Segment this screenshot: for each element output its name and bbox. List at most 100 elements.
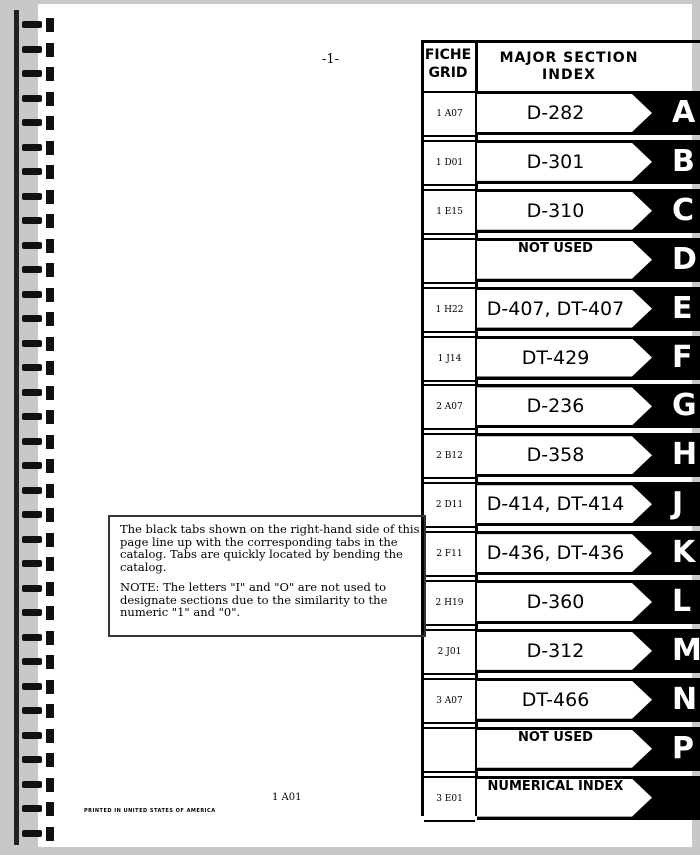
tab-letter: B: [672, 143, 695, 179]
binding-ring-icon: [22, 557, 60, 571]
section-tab[interactable]: D-310 C: [477, 188, 700, 233]
section-row: 2 H19 D-360 L: [421, 580, 700, 626]
section-tab[interactable]: D-407, DT-407 E: [477, 286, 700, 331]
section-label: DT-466: [477, 680, 652, 719]
fiche-grid-cell: [424, 726, 475, 773]
section-label: D-310: [477, 191, 652, 230]
page-number: -1-: [322, 52, 340, 67]
section-label: D-414, DT-414: [477, 485, 652, 524]
note-paragraph: The black tabs shown on the right-hand s…: [120, 522, 420, 574]
binding-ring-icon: [22, 18, 60, 32]
binding-ring-icon: [22, 165, 60, 179]
section-row: NOT USED P: [421, 726, 700, 773]
section-row: NOT USED D: [421, 237, 700, 284]
binding-ring-icon: [22, 189, 60, 204]
fiche-grid-cell: 2 D11: [424, 482, 475, 529]
fiche-grid-cell: 2 J01: [424, 628, 475, 675]
section-tab[interactable]: DT-429 F: [477, 335, 700, 380]
section-row: 2 J01 D-312 M: [421, 628, 700, 675]
binding-ring-icon: [22, 459, 60, 473]
section-row: 1 J14 DT-429 F: [421, 335, 700, 382]
section-tab[interactable]: D-312 M: [477, 628, 700, 673]
section-tab[interactable]: D-436, DT-436 K: [477, 531, 700, 576]
binding-ring-icon: [22, 508, 60, 522]
binding-ring-icon: [22, 826, 60, 841]
tab-letter: A: [672, 95, 696, 130]
tab-letter: P: [672, 730, 694, 766]
section-tab[interactable]: NOT USED P: [477, 726, 700, 771]
binding-ring-icon: [22, 67, 60, 81]
section-row: 1 H22 D-407, DT-407 E: [421, 286, 700, 333]
section-label: D-301: [477, 142, 652, 181]
section-row: 2 A07 D-236 G: [421, 384, 700, 431]
note-letters: NOTE: The letters "I" and "O" are not us…: [120, 580, 388, 619]
binding-ring-icon: [22, 410, 60, 424]
section-tab[interactable]: D-301 B: [477, 139, 700, 184]
fiche-grid-cell: [424, 237, 475, 284]
section-label: DT-429: [477, 338, 652, 377]
binding-ring-icon: [22, 287, 60, 302]
fiche-grid-cell: 1 J14: [424, 335, 475, 382]
section-row: 1 D01 D-301 B: [421, 139, 700, 186]
binding-ring-icon: [22, 532, 60, 547]
section-tab[interactable]: NUMERICAL INDEX: [477, 775, 700, 820]
fiche-grid-cell: 2 A07: [424, 384, 475, 431]
binding-ring-icon: [22, 385, 60, 400]
section-row: 3 E01 NUMERICAL INDEX: [421, 775, 700, 822]
section-tab[interactable]: NOT USED D: [477, 237, 700, 282]
binding-ring-icon: [22, 581, 60, 596]
section-label: D-236: [477, 387, 652, 426]
section-row: 1 E15 D-310 C: [421, 188, 700, 235]
fiche-grid-cell: 1 A07: [424, 91, 475, 137]
binding-ring-icon: [22, 336, 60, 351]
section-label: NOT USED: [477, 240, 652, 279]
binding-ring-icon: [22, 91, 60, 106]
tab-letter: M: [672, 632, 700, 668]
section-label: D-407, DT-407: [477, 289, 652, 328]
major-section-index-table: FICHE GRID MAJOR SECTION INDEX 1 A07 D-28…: [421, 40, 700, 822]
section-tab[interactable]: D-414, DT-414 J: [477, 482, 700, 527]
section-row: 3 A07 DT-466 N: [421, 677, 700, 724]
section-label: D-360: [477, 583, 652, 621]
fiche-grid-cell: 1 D01: [424, 139, 475, 186]
binding-ring-icon: [22, 116, 60, 130]
section-tab[interactable]: D-360 L: [477, 580, 700, 624]
printed-in-usa: PRINTED IN UNITED STATES OF AMERICA: [84, 808, 216, 814]
section-tab[interactable]: DT-466 N: [477, 677, 700, 722]
tab-letter: L: [672, 584, 692, 619]
section-tab[interactable]: D-358 H: [477, 433, 700, 478]
section-row: 2 B12 D-358 H: [421, 433, 700, 480]
section-row: 2 D11 D-414, DT-414 J: [421, 482, 700, 529]
fiche-code: 1 A01: [272, 792, 302, 803]
binding-ring-icon: [22, 483, 60, 498]
binding-ring-icon: [22, 434, 60, 449]
tab-letter: N: [672, 681, 698, 717]
binding-ring-icon: [22, 728, 60, 743]
binding-ring-icon: [22, 753, 60, 767]
binding-ring-icon: [22, 140, 60, 155]
fiche-grid-cell: 2 B12: [424, 433, 475, 480]
section-label: NOT USED: [477, 729, 652, 768]
header-major-section-index: MAJOR SECTION INDEX: [499, 50, 639, 83]
fiche-grid-cell: 1 H22: [424, 286, 475, 333]
binding-ring-icon: [22, 42, 60, 57]
fiche-grid-cell: 3 A07: [424, 677, 475, 724]
section-tab[interactable]: D-236 G: [477, 384, 700, 429]
section-label: D-436, DT-436: [477, 534, 652, 573]
binding-ring-icon: [22, 679, 60, 694]
tab-letter: F: [672, 339, 693, 375]
section-tab[interactable]: D-282 A: [477, 91, 700, 135]
section-label: D-358: [477, 436, 652, 475]
section-label: D-312: [477, 631, 652, 670]
tab-instructions-note: The black tabs shown on the right-hand s…: [108, 515, 426, 637]
tab-letter: D: [672, 241, 697, 277]
binding-ring-icon: [22, 630, 60, 645]
section-row: 1 A07 D-282 A: [421, 91, 700, 137]
binding-ring-icon: [22, 312, 60, 326]
binding-ring-icon: [22, 655, 60, 669]
binding-ring-icon: [22, 214, 60, 228]
binding-spine: [14, 10, 19, 845]
tab-letter: K: [672, 535, 696, 571]
section-label: D-282: [477, 94, 652, 132]
table-left-border: [421, 40, 424, 816]
